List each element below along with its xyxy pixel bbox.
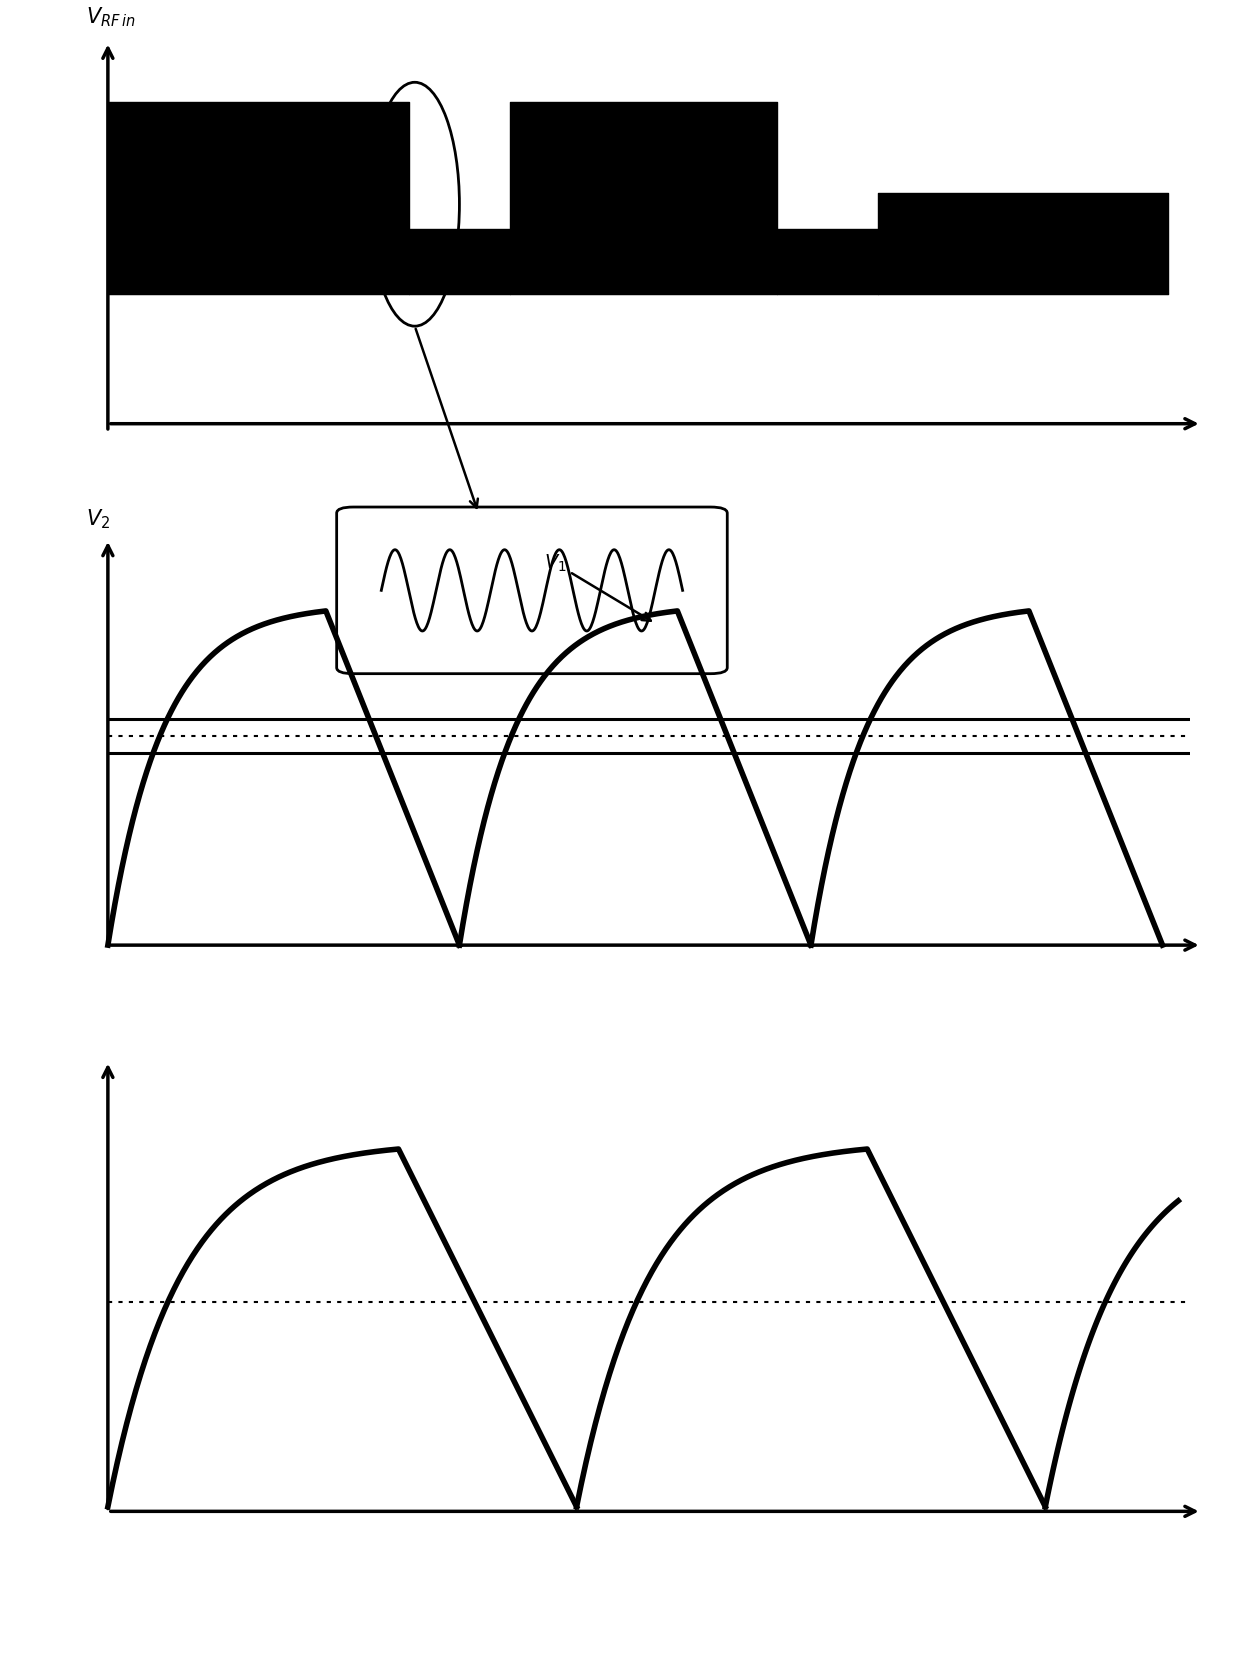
Text: $V_{RF\,in}$: $V_{RF\,in}$ bbox=[86, 7, 135, 30]
Text: $V_2$: $V_2$ bbox=[86, 508, 109, 531]
FancyBboxPatch shape bbox=[336, 508, 727, 674]
Text: $V_1$: $V_1$ bbox=[544, 552, 651, 620]
